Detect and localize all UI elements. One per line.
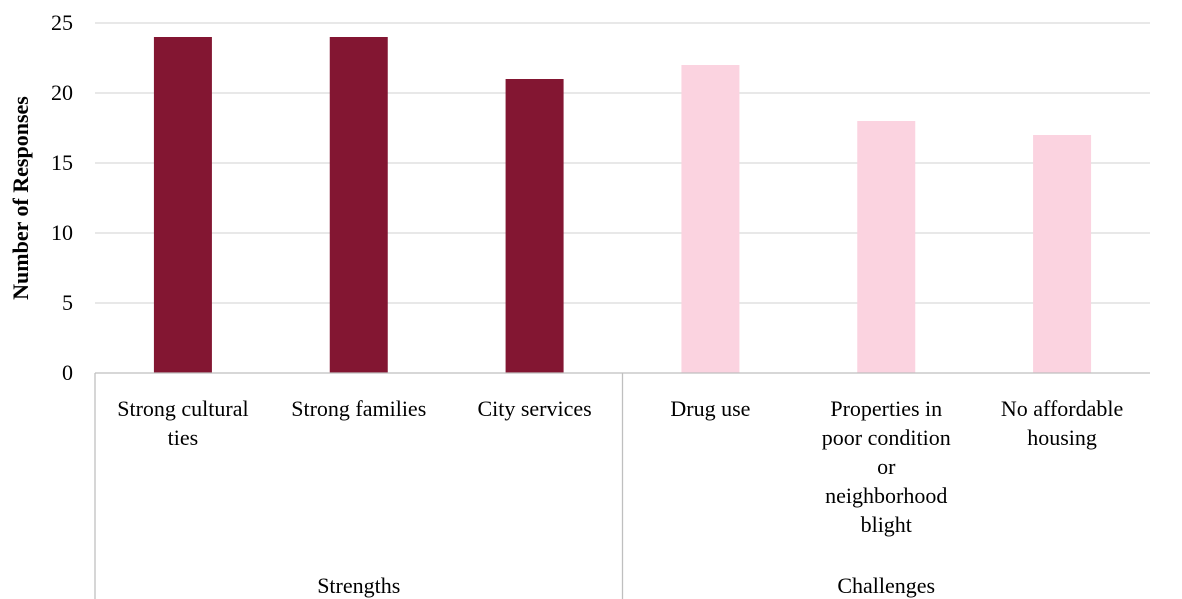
category-label: Strong families [291,396,426,421]
bar [1033,135,1092,373]
y-tick-label: 20 [51,80,73,105]
bar [153,37,212,373]
y-tick-label: 0 [62,360,73,385]
category-label: No affordable housing [1001,396,1123,450]
group-labels: Strengths Challenges [317,573,935,598]
y-tick-label: 25 [51,10,73,35]
category-labels: Strong cultural ties Strong families City s… [117,396,1123,537]
bar [505,79,564,373]
category-label: Drug use [670,396,750,421]
y-tick-label: 15 [51,150,73,175]
y-tick-label: 5 [62,290,73,315]
y-axis-ticks: 0 5 10 15 20 25 [51,10,73,385]
category-label: Properties in poor condition or neighborhoo… [822,396,951,537]
y-tick-label: 10 [51,220,73,245]
category-label: Strong cultural ties [117,396,248,450]
y-axis-label: Number of Responses [8,96,33,300]
bars [153,37,1092,373]
group-label: Strengths [317,573,400,598]
bar [681,65,740,373]
x-axis [94,372,1150,599]
bar [857,121,916,373]
bar [329,37,388,373]
group-label: Challenges [837,573,935,598]
category-label: City services [477,396,591,421]
gridlines [95,22,1150,304]
